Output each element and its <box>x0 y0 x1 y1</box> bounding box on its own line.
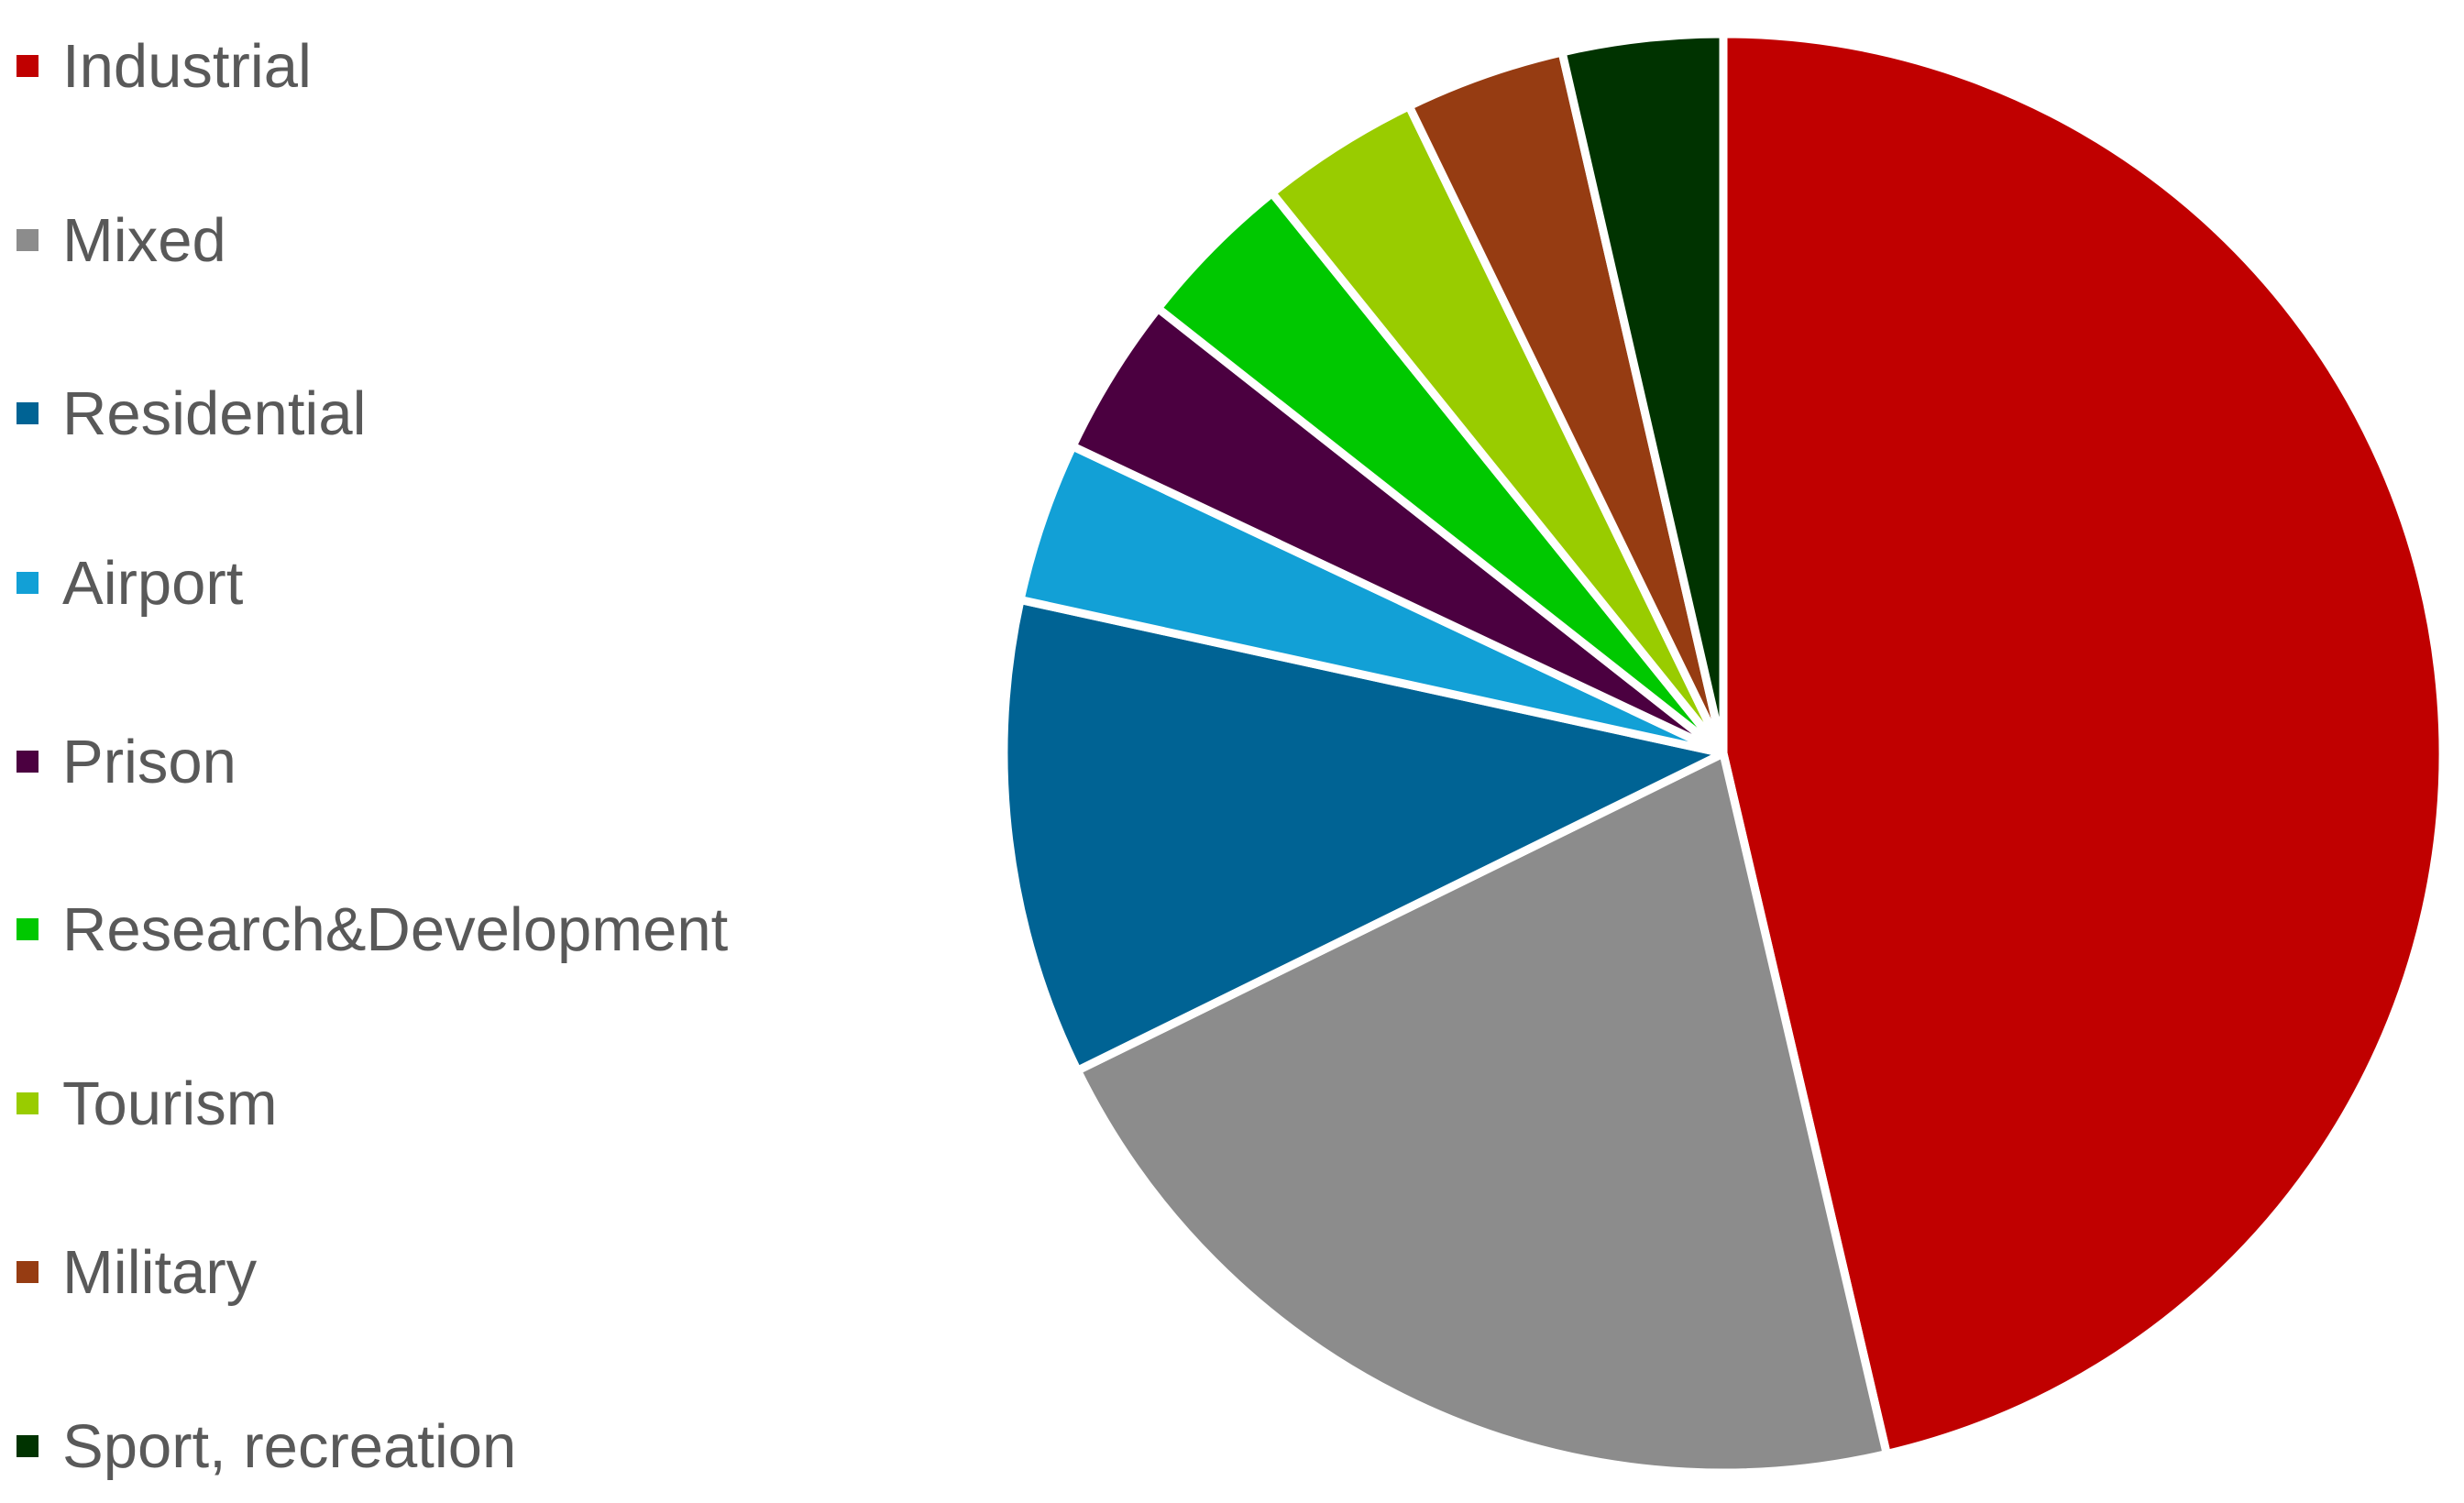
legend-item: Prison <box>16 725 236 798</box>
legend-item: Mixed <box>16 203 226 277</box>
legend-label: Military <box>62 1237 258 1307</box>
legend-item: Residential <box>16 377 366 450</box>
legend-label: Residential <box>62 378 367 448</box>
legend-label: Mixed <box>62 205 226 275</box>
legend-item: Sport, recreation <box>16 1410 516 1483</box>
chart-legend: Industrial Mixed Residential Airport Prison R… <box>0 0 953 1503</box>
legend-label: Airport <box>62 548 244 618</box>
legend-swatch <box>16 229 38 251</box>
legend-item: Research&Development <box>16 893 728 966</box>
legend-swatch <box>16 572 38 594</box>
legend-item: Industrial <box>16 29 312 103</box>
legend-item: Military <box>16 1235 257 1309</box>
pie-slice <box>1719 29 2448 1458</box>
legend-swatch <box>16 751 38 773</box>
legend-swatch <box>16 918 38 940</box>
legend-label: Tourism <box>62 1069 278 1138</box>
legend-label: Research&Development <box>62 894 729 964</box>
legend-item: Tourism <box>16 1067 278 1140</box>
pie-slice <box>1557 29 1728 758</box>
legend-label: Industrial <box>62 31 312 101</box>
legend-swatch <box>16 1261 38 1283</box>
legend-label: Sport, recreation <box>62 1411 517 1481</box>
legend-swatch <box>16 1092 38 1114</box>
legend-item: Airport <box>16 546 243 620</box>
legend-swatch <box>16 1435 38 1457</box>
pie-slice <box>1072 749 1891 1477</box>
legend-label: Prison <box>62 727 236 796</box>
legend-swatch <box>16 402 38 424</box>
legend-swatch <box>16 55 38 77</box>
